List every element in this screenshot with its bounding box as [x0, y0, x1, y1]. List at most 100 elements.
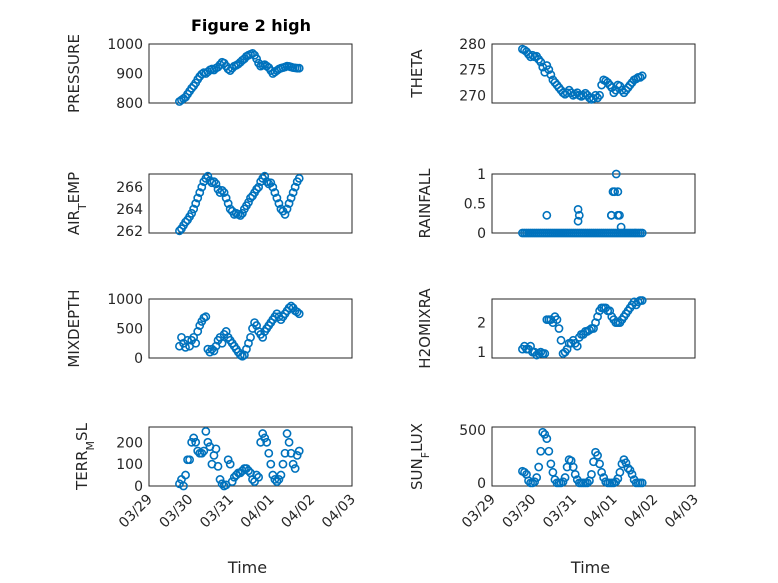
data-point	[542, 434, 552, 443]
data-point	[574, 210, 584, 220]
data-point	[191, 199, 201, 208]
data-point	[211, 444, 221, 454]
data-point	[270, 475, 280, 484]
data-point	[284, 437, 294, 447]
data-point	[585, 325, 594, 335]
data-point	[621, 458, 631, 468]
data-point	[593, 451, 602, 460]
data-point	[215, 188, 225, 197]
data-point	[225, 204, 235, 214]
series-rainfall	[518, 169, 647, 238]
y-tick-label: 275	[459, 63, 486, 79]
y-tick-label: 1	[477, 345, 486, 361]
data-point	[284, 199, 294, 208]
data-point	[217, 338, 227, 348]
data-point	[264, 448, 274, 458]
data-point	[197, 448, 207, 458]
data-point	[573, 204, 583, 214]
y-tick-label: 0	[134, 351, 143, 367]
data-point	[294, 446, 304, 456]
data-point	[237, 208, 247, 218]
y-axis-label: H2OMIXRA	[416, 288, 434, 369]
data-point	[570, 470, 580, 479]
series-h2omixra	[518, 296, 647, 360]
data-point	[538, 427, 548, 437]
data-point	[294, 309, 304, 319]
y-tick-label: 262	[116, 224, 143, 240]
data-point	[627, 470, 637, 479]
data-point	[540, 349, 550, 358]
data-point	[274, 475, 284, 484]
data-point	[209, 346, 219, 356]
y-tick-label: 1000	[107, 37, 143, 53]
panel-h2omixra: 1 2 H2OMIXRA	[416, 288, 696, 369]
data-point	[221, 193, 231, 203]
data-point	[254, 472, 264, 482]
data-point	[260, 433, 270, 443]
y-axis-label: AIRTEMP	[65, 172, 89, 235]
data-point	[209, 177, 219, 187]
y-tick-label: 200	[116, 435, 143, 451]
y-axis-label: MIXDEPTH	[65, 289, 83, 367]
data-point	[223, 455, 233, 465]
data-point	[270, 188, 280, 197]
y-axis-label: SUNFLUX	[408, 423, 432, 490]
data-point	[201, 312, 211, 322]
data-point	[615, 467, 625, 477]
data-point	[587, 470, 596, 479]
data-point	[595, 459, 604, 469]
data-point	[294, 173, 304, 183]
panel-pressure: 800 900 1000 PRESSURE	[65, 34, 353, 113]
data-point	[286, 193, 296, 203]
panel-air_temp: 262 264 266 AIRTEMP	[65, 171, 353, 240]
data-point	[616, 222, 626, 232]
data-point	[246, 332, 255, 342]
series-pressure	[175, 49, 304, 106]
data-point	[292, 451, 302, 460]
data-point	[225, 459, 235, 469]
data-point	[560, 473, 570, 482]
series-terr_msl	[175, 426, 304, 491]
data-point	[193, 193, 203, 203]
data-point	[597, 467, 607, 477]
data-point	[540, 429, 550, 439]
y-tick-label: 264	[116, 202, 143, 218]
data-point	[583, 478, 592, 488]
y-tick-label: 266	[116, 180, 143, 196]
x-axis-label: Time	[570, 558, 610, 577]
data-point	[211, 179, 221, 189]
data-point	[278, 459, 288, 469]
series-mixdepth	[175, 301, 304, 361]
data-point	[189, 433, 199, 443]
data-point	[217, 479, 227, 489]
y-tick-label: 1000	[107, 292, 143, 308]
data-point	[268, 182, 278, 192]
y-axis-label: THETA	[408, 49, 426, 99]
data-point	[546, 459, 556, 469]
data-point	[187, 83, 197, 93]
data-point	[610, 187, 620, 197]
y-tick-label: 500	[116, 322, 143, 338]
data-point	[292, 307, 302, 317]
figure-title: Figure 2 high	[191, 16, 311, 35]
data-point	[556, 335, 566, 345]
y-tick-label: 0	[134, 479, 143, 495]
data-point	[282, 204, 292, 214]
x-axis-label: Time	[227, 558, 267, 577]
data-point	[195, 188, 205, 197]
series-air_temp	[175, 171, 304, 236]
data-point	[187, 208, 197, 218]
data-point	[558, 477, 568, 487]
y-tick-label: 1	[477, 167, 486, 183]
data-point	[290, 182, 300, 192]
data-point	[536, 446, 546, 456]
data-point	[546, 70, 556, 80]
data-point	[199, 446, 209, 456]
data-point	[290, 464, 300, 473]
data-point	[532, 473, 542, 482]
data-point	[272, 477, 282, 487]
data-point	[219, 188, 229, 197]
data-point	[181, 470, 190, 480]
data-point	[215, 475, 225, 484]
